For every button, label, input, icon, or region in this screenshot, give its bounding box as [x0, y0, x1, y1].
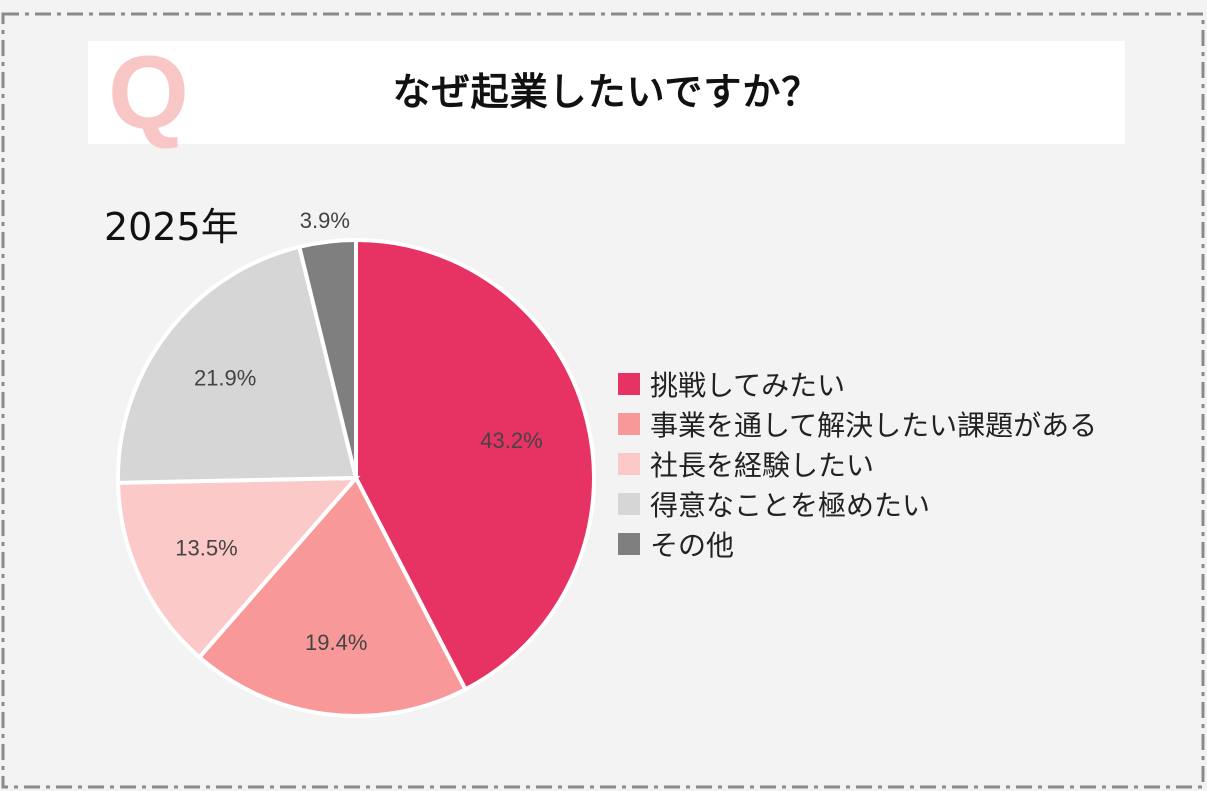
legend-item-5: その他 [618, 524, 1097, 564]
legend-item-4: 得意なことを極めたい [618, 484, 1097, 524]
legend-swatch [618, 373, 640, 395]
legend-swatch [618, 533, 640, 555]
slice-data-label-1: 43.2% [480, 428, 542, 453]
year-label: 2025年 [104, 205, 239, 249]
legend-label: 得意なことを極めたい [650, 489, 931, 522]
slice-data-label-5: 3.9% [300, 208, 350, 233]
legend-swatch [618, 453, 640, 475]
legend-label: 事業を通して解決したい課題がある [650, 409, 1098, 442]
pie-slice-3 [116, 475, 361, 661]
legend-swatch [618, 493, 640, 515]
header-box [88, 41, 1125, 144]
legend-swatch [618, 413, 640, 435]
legend-item-2: 事業を通して解決したい課題がある [618, 404, 1097, 444]
legend: 挑戦してみたい事業を通して解決したい課題がある 社長を経験したい得意なことを極めた… [618, 364, 1097, 564]
slice-data-label-2: 19.4% [305, 630, 367, 655]
q-mark: Q [108, 35, 189, 151]
pie-slice-2 [196, 474, 469, 718]
pie-slice-5 [296, 237, 358, 479]
chart-title: なぜ起業したいですか？ [392, 70, 821, 114]
pie-slice-4 [116, 244, 359, 485]
legend-label: その他 [650, 529, 735, 562]
legend-label: 社長を経験したい [650, 449, 875, 482]
legend-label: 挑戦してみたい [650, 369, 846, 402]
slice-data-label-3: 13.5% [175, 536, 237, 561]
pie-slice-1 [354, 237, 596, 693]
legend-item-3: 社長を経験したい [618, 444, 1097, 484]
slice-data-label-4: 21.9% [194, 365, 256, 390]
legend-item-1: 挑戦してみたい [618, 364, 1097, 404]
